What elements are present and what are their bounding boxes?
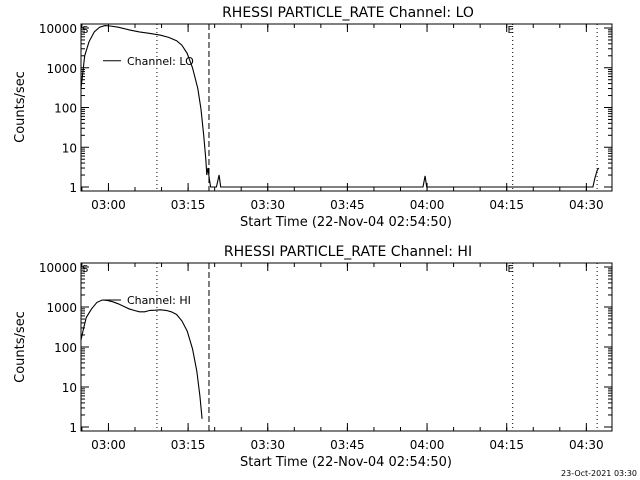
x-tick-label: 04:30: [569, 438, 604, 452]
x-tick-label: 04:15: [489, 198, 524, 212]
chart-panel-lo: RHESSI PARTICLE_RATE Channel: LO Start T…: [13, 5, 613, 230]
end-marker: E: [508, 25, 514, 36]
x-tick-label: 04:30: [569, 198, 604, 212]
plot-frame: [80, 262, 613, 432]
y-tick-label: 10: [62, 141, 77, 155]
chart-panel-hi: RHESSI PARTICLE_RATE Channel: HI Start T…: [13, 244, 613, 470]
y-tick-label: 1: [69, 181, 77, 195]
x-tick-label: 03:00: [91, 198, 126, 212]
y-tick-label: 1000: [46, 62, 77, 76]
series-line: [80, 299, 203, 419]
series-line: [80, 25, 600, 188]
y-tick-label: 1: [69, 421, 77, 435]
x-tick-label: 03:30: [250, 438, 285, 452]
y-tick-label: 10000: [39, 22, 77, 36]
x-tick-label: 04:00: [410, 438, 445, 452]
x-tick-label: 03:45: [330, 438, 365, 452]
x-tick-label: 04:15: [489, 438, 524, 452]
legend-label: Channel: LO: [127, 55, 194, 68]
plot-frame: [80, 23, 613, 192]
y-tick-label: 100: [54, 102, 77, 116]
x-tick-label: 03:15: [171, 438, 206, 452]
chart-title: RHESSI PARTICLE_RATE Channel: LO: [222, 5, 474, 21]
x-tick-label: 03:45: [330, 198, 365, 212]
y-tick-label: 100: [54, 341, 77, 355]
x-axis-label: Start Time (22-Nov-04 02:54:50): [240, 455, 452, 470]
legend-label: Channel: HI: [127, 294, 191, 307]
start-marker: S: [82, 264, 88, 275]
y-tick-label: 1000: [46, 301, 77, 315]
y-tick-label: 10000: [39, 261, 77, 275]
x-tick-label: 03:00: [91, 438, 126, 452]
y-axis-label: Counts/sec: [13, 71, 28, 143]
y-axis-label: Counts/sec: [13, 311, 28, 383]
chart-title: RHESSI PARTICLE_RATE Channel: HI: [224, 244, 472, 260]
x-tick-label: 04:00: [410, 198, 445, 212]
start-marker: S: [82, 25, 88, 36]
end-marker: E: [508, 264, 514, 275]
x-axis-label: Start Time (22-Nov-04 02:54:50): [240, 215, 452, 230]
footer-timestamp: 23-Oct-2021 03:30: [561, 469, 637, 478]
x-tick-label: 03:15: [171, 198, 206, 212]
x-tick-label: 03:30: [250, 198, 285, 212]
y-tick-label: 10: [62, 381, 77, 395]
